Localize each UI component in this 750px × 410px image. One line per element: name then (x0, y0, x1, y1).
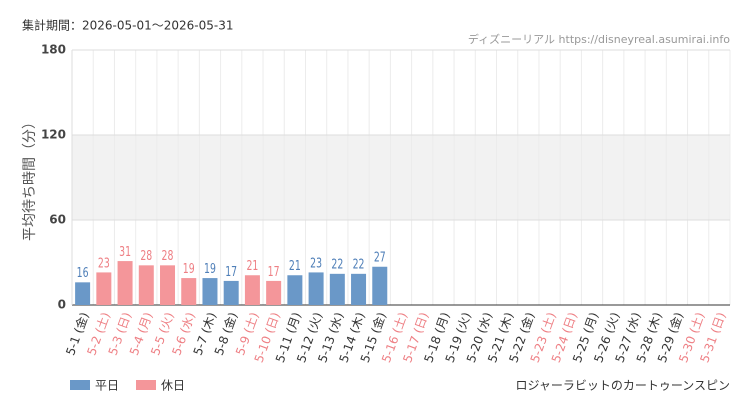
chart-title: 集計期間：2026-05-01～2026-05-31 (22, 18, 233, 33)
y-tick-label: 120 (41, 128, 66, 142)
data-label: 31 (119, 244, 131, 259)
footer: ロジャーラビットのカートゥーンスピン (515, 379, 730, 393)
legend-swatch (70, 380, 90, 390)
source: ディズニーリアル https://disneyreal.asumirai.inf… (468, 32, 730, 46)
data-label: 17 (225, 264, 237, 279)
bar (287, 275, 303, 305)
shaded-band (72, 135, 730, 220)
legend-label: 休日 (161, 379, 185, 393)
data-label: 22 (331, 257, 343, 272)
y-tick-label: 0 (58, 298, 66, 312)
y-tick-label: 60 (49, 213, 66, 227)
legend-swatch (136, 380, 156, 390)
bar (181, 278, 197, 305)
bar (351, 273, 367, 305)
bar (223, 280, 239, 305)
bar (308, 272, 324, 305)
data-label: 21 (289, 258, 301, 273)
bar (372, 266, 388, 305)
bar (202, 278, 218, 305)
bar (266, 280, 282, 305)
y-axis-label: 平均待ち時間（分） (22, 115, 38, 241)
bar (138, 265, 154, 305)
bar (329, 273, 345, 305)
data-label: 28 (140, 248, 152, 263)
data-label: 17 (268, 264, 280, 279)
bar (244, 275, 260, 305)
data-label: 21 (246, 258, 258, 273)
data-label: 16 (77, 265, 89, 280)
data-label: 28 (162, 248, 174, 263)
bar (96, 272, 112, 305)
data-label: 19 (204, 261, 216, 276)
legend-label: 平日 (95, 379, 119, 393)
data-label: 23 (98, 255, 110, 270)
data-label: 19 (183, 261, 195, 276)
y-tick-label: 180 (41, 43, 66, 57)
data-label: 22 (353, 257, 365, 272)
bar (75, 282, 91, 305)
bar (160, 265, 176, 305)
data-label: 23 (310, 255, 322, 270)
data-label: 27 (374, 249, 386, 264)
bar (117, 261, 133, 305)
